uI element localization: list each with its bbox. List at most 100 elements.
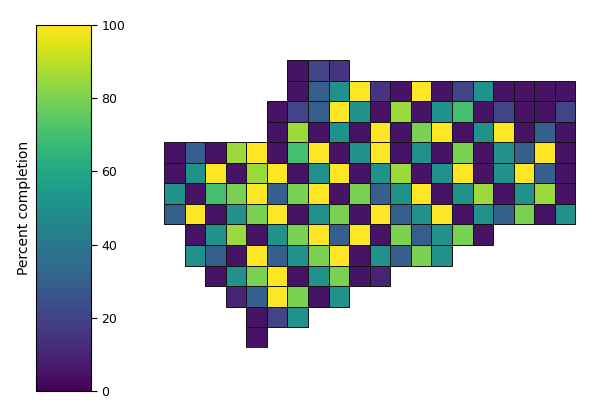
Bar [349,101,370,121]
Bar [288,286,308,307]
Bar [226,224,246,245]
Bar [534,163,554,183]
Bar [452,81,472,101]
Bar [390,163,411,183]
Bar [370,204,390,224]
Bar [226,142,246,163]
Bar [349,245,370,265]
Bar [226,265,246,286]
Bar [267,163,288,183]
Bar [390,224,411,245]
Bar [308,183,328,204]
Bar [246,327,267,348]
Bar [164,163,185,183]
Bar [554,204,575,224]
Bar [472,163,493,183]
Bar [288,265,308,286]
Bar [288,204,308,224]
Bar [246,224,267,245]
Bar [370,121,390,142]
Bar [328,183,349,204]
Bar [493,142,514,163]
Bar [411,183,432,204]
Bar [246,183,267,204]
Bar [288,163,308,183]
Bar [432,204,452,224]
Bar [246,307,267,327]
Bar [472,183,493,204]
Bar [349,142,370,163]
Bar [472,121,493,142]
Bar [164,183,185,204]
Bar [267,286,288,307]
Bar [308,101,328,121]
Bar [206,265,226,286]
Bar [288,183,308,204]
Bar [226,204,246,224]
Bar [328,286,349,307]
Bar [185,142,206,163]
Bar [328,142,349,163]
Bar [288,121,308,142]
Bar [226,163,246,183]
Bar [534,142,554,163]
Bar [308,265,328,286]
Bar [370,101,390,121]
Bar [349,204,370,224]
Bar [328,224,349,245]
Bar [206,224,226,245]
Bar [288,307,308,327]
Bar [349,121,370,142]
Bar [534,121,554,142]
Bar [554,183,575,204]
Bar [328,101,349,121]
Bar [554,142,575,163]
Bar [308,142,328,163]
Bar [411,81,432,101]
Bar [267,224,288,245]
Bar [288,101,308,121]
Bar [370,224,390,245]
Bar [308,286,328,307]
Bar [432,245,452,265]
Bar [514,142,534,163]
Bar [432,81,452,101]
Bar [328,121,349,142]
Bar [514,204,534,224]
Bar [206,142,226,163]
Bar [226,286,246,307]
Bar [472,204,493,224]
Bar [452,142,472,163]
Bar [493,81,514,101]
Bar [472,142,493,163]
Bar [390,204,411,224]
Bar [554,121,575,142]
Y-axis label: Percent completion: Percent completion [17,141,31,275]
Bar [493,163,514,183]
Bar [164,204,185,224]
Bar [514,101,534,121]
Bar [267,265,288,286]
Bar [370,81,390,101]
Bar [452,163,472,183]
Bar [554,101,575,121]
Bar [472,101,493,121]
Bar [267,183,288,204]
Bar [308,245,328,265]
Bar [411,101,432,121]
Bar [349,163,370,183]
Bar [349,183,370,204]
Bar [308,81,328,101]
Bar [206,245,226,265]
Bar [390,183,411,204]
Bar [185,224,206,245]
Bar [288,81,308,101]
Bar [411,204,432,224]
Bar [185,183,206,204]
Bar [370,142,390,163]
Bar [514,163,534,183]
Bar [432,163,452,183]
Bar [493,183,514,204]
Bar [432,142,452,163]
Bar [411,142,432,163]
